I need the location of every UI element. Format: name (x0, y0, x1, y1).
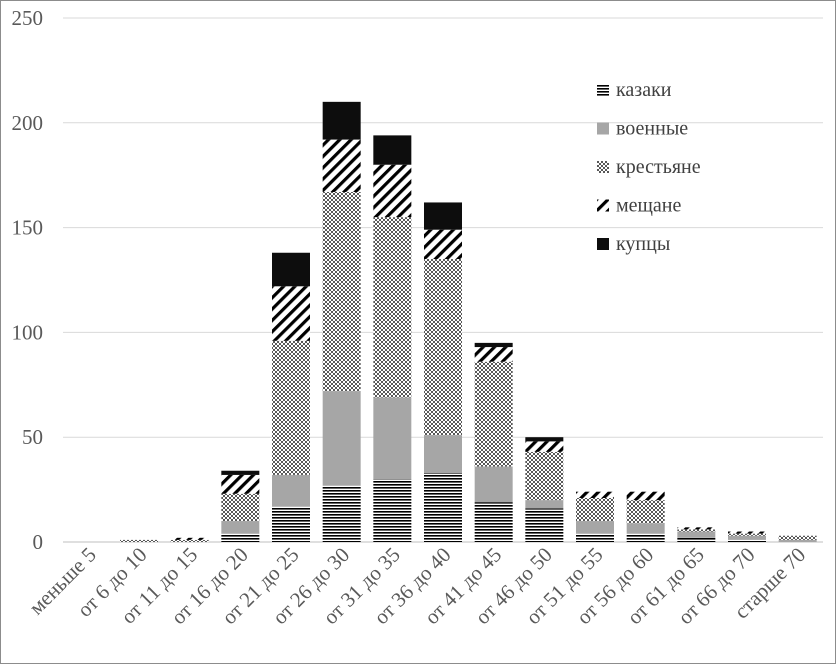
bar-segment-4-14 (728, 531, 766, 534)
y-tick-label: 0 (33, 530, 44, 554)
bar-segment-2-7 (373, 397, 412, 480)
bar-segment-4-3 (170, 537, 209, 540)
bar-segment-1-11 (576, 533, 614, 542)
bar-segment-1-6 (322, 485, 361, 542)
legend-label-5: купцы (616, 233, 670, 255)
bar-segment-4-10 (525, 441, 564, 452)
bar-segment-3-5 (272, 340, 310, 475)
bar-segment-4-12 (626, 491, 665, 501)
bar-segment-2-13 (677, 531, 716, 538)
legend-swatch-2 (597, 122, 609, 135)
bar-segment-4-5 (272, 286, 310, 341)
y-tick-label: 150 (12, 216, 44, 240)
bar-segment-5-5 (272, 252, 310, 287)
bar-segment-4-11 (576, 491, 614, 498)
bar-segment-1-5 (272, 506, 310, 542)
bar-segment-3-15 (778, 535, 817, 540)
legend-label-2: военные (616, 118, 688, 140)
legend-label-4: мещане (616, 195, 682, 217)
bar-segment-5-8 (424, 202, 462, 230)
bar-segment-1-7 (373, 479, 412, 542)
bar-segment-3-3 (170, 539, 209, 542)
bar-segment-2-15 (778, 539, 817, 542)
bar-segment-2-14 (728, 535, 766, 540)
bar-segment-2-6 (322, 391, 361, 486)
bar-segment-3-9 (474, 361, 513, 467)
bar-segment-1-12 (626, 533, 665, 542)
bar-segment-5-7 (373, 135, 412, 165)
bar-segment-2-10 (525, 500, 564, 509)
y-tick-label: 200 (12, 111, 44, 135)
bar-segment-2-4 (221, 521, 260, 534)
legend-swatch-1 (597, 84, 609, 96)
bar-segment-4-7 (373, 164, 412, 218)
legend-swatch-3 (597, 161, 609, 173)
bar-segment-4-9 (474, 347, 513, 362)
bar-segment-3-12 (626, 500, 665, 524)
bar-segment-1-10 (525, 508, 564, 542)
y-tick-label: 50 (22, 425, 43, 449)
bar-segment-5-9 (474, 342, 513, 348)
y-tick-label: 100 (12, 320, 44, 344)
bar-segment-4-13 (677, 527, 716, 530)
bar-segment-3-2 (120, 539, 158, 542)
bar-segment-3-11 (576, 497, 614, 522)
bar-segment-3-6 (322, 191, 361, 392)
bar-segment-1-13 (677, 537, 716, 542)
bar-segment-5-4 (221, 470, 260, 475)
bar-segment-1-14 (728, 539, 766, 542)
bar-segment-2-8 (424, 435, 462, 473)
bar-segment-1-8 (424, 472, 462, 542)
bar-segment-5-6 (322, 101, 361, 140)
legend-label-3: крестьяне (616, 156, 701, 178)
legend-swatch-5 (597, 238, 609, 250)
bar-segment-3-7 (373, 217, 412, 398)
bar-segment-2-12 (626, 523, 665, 534)
bar-segment-2-11 (576, 521, 614, 534)
bar-segment-3-4 (221, 493, 260, 522)
bar-segment-5-10 (525, 437, 564, 442)
y-tick-label: 250 (12, 6, 44, 30)
bar-segment-3-10 (525, 451, 564, 501)
bar-segment-2-5 (272, 474, 310, 507)
bar-segment-4-4 (221, 474, 260, 494)
bar-segment-4-6 (322, 139, 361, 192)
legend-label-1: казаки (616, 79, 672, 101)
bar-segment-3-13 (677, 529, 716, 532)
bar-segment-2-9 (474, 466, 513, 503)
bar-segment-1-4 (221, 533, 260, 542)
bar-segment-3-8 (424, 259, 462, 436)
bar-segment-3-14 (728, 533, 766, 536)
bar-segment-1-9 (474, 502, 513, 542)
legend-swatch-4 (597, 199, 609, 212)
bar-segment-4-8 (424, 229, 462, 260)
